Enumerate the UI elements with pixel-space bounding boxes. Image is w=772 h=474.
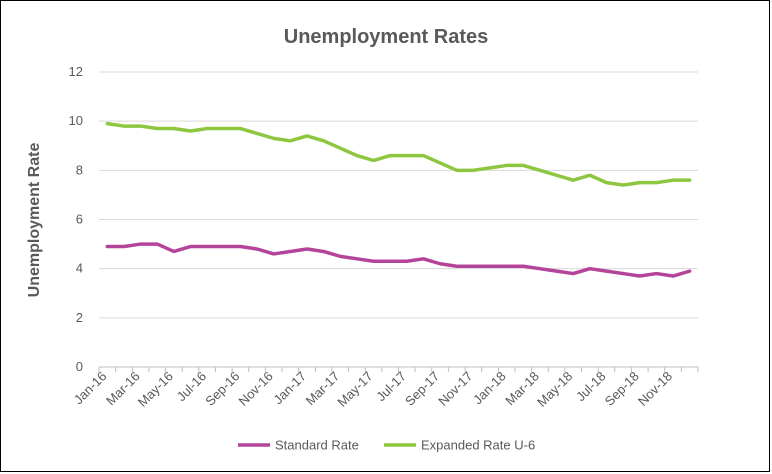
x-tick-label: Nov-18 — [635, 369, 675, 409]
y-axis-ticks: 0 2 4 6 8 10 12 — [69, 64, 83, 374]
x-tick-label: Nov-17 — [435, 369, 475, 409]
legend: Standard Rate Expanded Rate U-6 — [238, 438, 535, 453]
y-tick-label: 0 — [76, 359, 83, 374]
legend-label: Standard Rate — [275, 438, 359, 453]
x-tick-label: Sep-18 — [602, 369, 642, 409]
series-lines — [105, 121, 692, 278]
y-axis-label: Unemployment Rate — [26, 143, 43, 298]
series-line-standard-rate — [105, 242, 692, 278]
y-tick-label: 2 — [76, 310, 83, 325]
series-line-expanded-rate-u6 — [105, 121, 692, 187]
x-tick-label: May-17 — [334, 369, 375, 410]
y-tick-label: 10 — [69, 113, 83, 128]
y-tick-label: 12 — [69, 64, 83, 79]
y-tick-label: 8 — [76, 162, 83, 177]
x-tick-label: Jan-16 — [71, 369, 110, 408]
x-tick-label: Nov-16 — [236, 369, 276, 409]
x-axis-ticks: Jan-16Mar-16May-16Jul-16Sep-16Nov-16Jan-… — [71, 369, 675, 410]
gridlines — [98, 71, 699, 372]
legend-label: Expanded Rate U-6 — [421, 438, 535, 453]
x-tick-label: May-16 — [135, 369, 176, 410]
x-tick-label: Sep-17 — [402, 369, 442, 409]
y-tick-label: 4 — [76, 261, 83, 276]
x-tick-label: Jan-17 — [270, 369, 309, 408]
x-tick-label: May-18 — [534, 369, 575, 410]
x-tick-label: Jan-18 — [470, 369, 509, 408]
y-tick-label: 6 — [76, 212, 83, 227]
chart-title: Unemployment Rates — [284, 26, 489, 48]
x-tick-label: Sep-16 — [202, 369, 242, 409]
